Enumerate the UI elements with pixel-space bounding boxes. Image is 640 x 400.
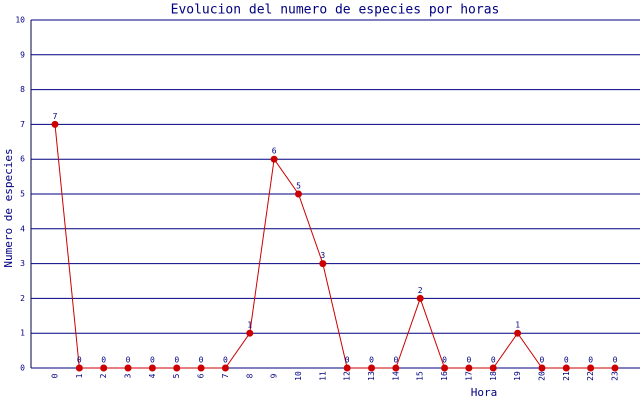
x-tick-label: 2 [99,373,108,378]
x-axis-label: Hora [471,386,498,399]
data-point [489,364,497,372]
x-tick-label: 19 [513,371,522,381]
x-tick-label: 13 [367,371,376,381]
x-tick-label: 16 [440,371,449,381]
data-label: 0 [491,356,496,365]
data-label: 0 [150,356,155,365]
data-label: 0 [345,356,350,365]
y-tick-label: 0 [20,364,25,373]
data-point [368,364,376,372]
data-point [611,364,619,372]
y-tick-label: 6 [20,155,25,164]
data-point [416,294,424,302]
x-tick-label: 11 [318,371,327,381]
x-tick-label: 6 [197,373,206,378]
data-point [465,364,473,372]
x-tick-label: 12 [343,371,352,381]
data-point [75,364,83,372]
y-tick-label: 7 [20,120,25,129]
x-tick-label: 20 [537,371,546,381]
data-point [173,364,181,372]
y-tick-label: 9 [20,50,25,59]
x-tick-label: 14 [391,371,400,381]
data-line [54,124,615,369]
data-point [246,329,254,337]
data-point [587,364,595,372]
data-label: 3 [320,251,325,260]
data-label: 1 [247,321,252,330]
data-label: 0 [442,356,447,365]
x-tick-label: 5 [172,373,181,378]
chart-title: Evolucion del numero de especies por hor… [171,3,500,18]
data-point [343,364,351,372]
data-point [441,364,449,372]
x-tick-label: 22 [586,371,595,381]
data-point [514,329,522,337]
data-label: 0 [126,356,131,365]
data-label: 0 [588,356,593,365]
y-tick-label: 1 [20,329,25,338]
data-label: 6 [272,147,277,156]
x-tick-label: 17 [464,371,473,381]
data-label: 0 [466,356,471,365]
data-label: 0 [613,356,618,365]
y-tick-label: 2 [20,294,25,303]
x-tick-label: 4 [148,373,157,378]
data-point [221,364,229,372]
x-tick-label: 9 [270,373,279,378]
data-point [392,364,400,372]
data-label: 0 [223,356,228,365]
data-label: 0 [199,356,204,365]
data-label: 0 [564,356,569,365]
data-label: 5 [296,182,301,191]
data-label: 0 [174,356,179,365]
y-tick-label: 8 [20,85,25,94]
data-point [51,120,59,128]
x-tick-label: 23 [611,371,620,381]
y-tick-label: 3 [20,259,25,268]
data-point [538,364,546,372]
data-point [100,364,108,372]
data-label: 0 [369,356,374,365]
y-tick-label: 4 [20,224,25,233]
x-tick-label: 18 [489,371,498,381]
data-point [124,364,132,372]
data-label: 1 [515,321,520,330]
data-label: 0 [393,356,398,365]
y-tick-label: 10 [15,16,25,25]
x-tick-label: 8 [245,373,254,378]
data-label: 0 [101,356,106,365]
data-point [148,364,156,372]
x-tick-label: 7 [221,373,230,378]
data-label: 2 [418,286,423,295]
x-tick-label: 10 [294,371,303,381]
x-tick-label: 0 [51,373,60,378]
data-point [294,190,302,198]
data-label: 0 [540,356,545,365]
x-tick-label: 21 [562,371,571,381]
y-tick-label: 5 [20,190,25,199]
data-point [319,260,327,268]
y-axis-label: Numero de especies [2,148,15,267]
x-tick-label: 3 [124,373,133,378]
x-tick-label: 15 [416,371,425,381]
data-label: 0 [77,356,82,365]
data-point [197,364,205,372]
x-tick-label: 1 [75,373,84,378]
data-label: 7 [53,112,58,121]
data-point [562,364,570,372]
data-point [270,155,278,163]
